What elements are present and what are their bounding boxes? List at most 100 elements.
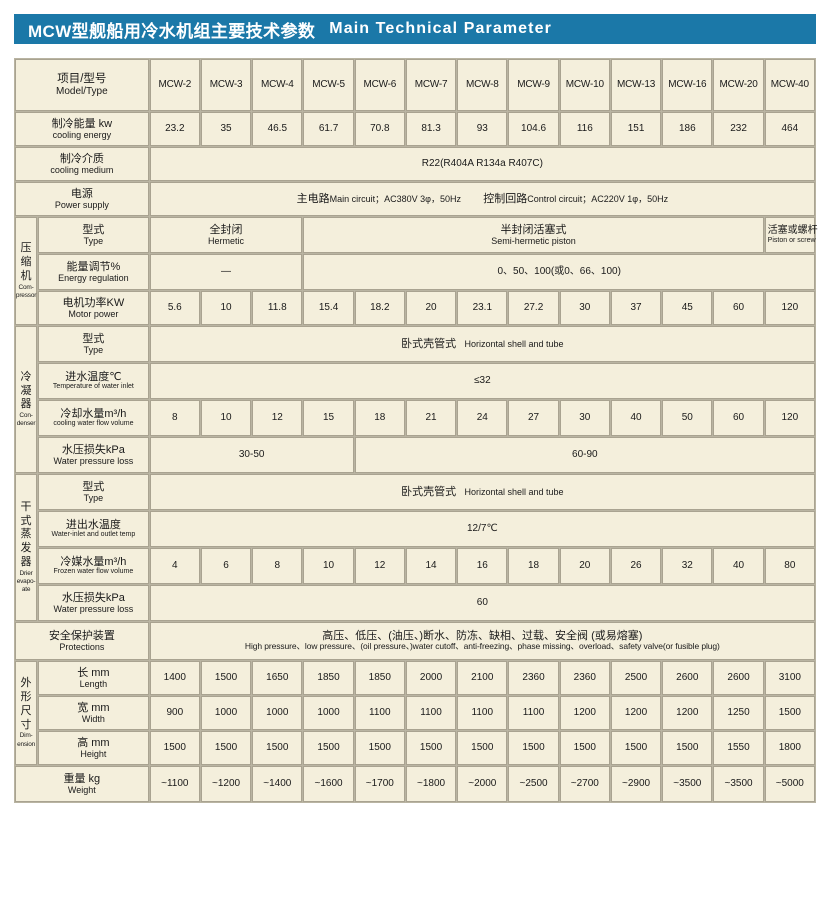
row-label-width: 宽 mm Width — [38, 696, 149, 730]
row-label-power-supply: 电源 Power supply — [15, 182, 149, 216]
header-model-1: MCW-3 — [200, 59, 252, 111]
cell-compressor-type-semi-hermetic: 半封闭活塞式 Semi-hermetic piston — [303, 217, 764, 253]
cell-frozen-water-flow-0: 4 — [149, 548, 200, 584]
group-label-dimension-en2: ension — [17, 740, 36, 748]
cell-motor-power-6: 23.1 — [457, 291, 508, 325]
row-label-weight: 重量 kg Weight — [15, 766, 149, 802]
row-label-energy-regulation-cn: 能量调节% — [66, 260, 121, 273]
table-row-evap-pressure-loss: 水压损失kPa Water pressure loss 60 — [15, 585, 815, 621]
table-row-evap-type: 干式蒸发器 Drier evapo- ate 型式 Type 卧式壳管式 Hor… — [15, 474, 815, 621]
cell-height-3: 1500 — [303, 731, 354, 765]
group-label-evaporator-en3: ate — [21, 585, 31, 593]
table-row-cooling-medium: 制冷介质 cooling medium R22(R404A R134a R407… — [15, 147, 815, 181]
group-label-evaporator-en1: Drier — [19, 569, 33, 577]
table-row-protections: 安全保护装置 Protections 高压、低压、(油压、)断水、防冻、缺相、过… — [15, 622, 815, 660]
cell-weight-8: ~2700 — [559, 766, 610, 802]
table-row-compressor-type: 压缩机 Com- pressor 型式 Type 全封闭 Hermetic 半封… — [15, 217, 818, 325]
cell-cooling-water-flow-12: 120 — [764, 400, 815, 436]
protections-value-en: High pressure、low pressure、(oil pressure… — [244, 641, 720, 652]
row-label-cooling-water-flow: 冷却水量m³/h cooling water flow volume — [38, 400, 149, 436]
power-supply-ctrl-en: Control circuit；AC220V 1φ，50Hz — [527, 193, 669, 204]
header-model-label: 项目/型号 Model/Type — [15, 59, 149, 111]
cell-cooling-water-flow-4: 18 — [354, 400, 405, 436]
header-model-7: MCW-9 — [508, 59, 559, 111]
evap-type-value-cn: 卧式壳管式 — [401, 485, 457, 498]
cell-cooling-water-flow-10: 50 — [662, 400, 713, 436]
cell-length-5: 2000 — [405, 661, 457, 695]
row-label-frozen-water-flow-en: Frozen water flow volume — [53, 568, 134, 576]
cell-motor-power-5: 20 — [405, 291, 457, 325]
cell-cooling-energy-8: 116 — [559, 112, 610, 146]
row-label-compressor-type-en: Type — [83, 236, 104, 247]
group-label-condenser-cn: 冷凝器 — [20, 370, 32, 411]
row-label-evap-type-cn: 型式 — [82, 480, 105, 493]
row-label-condenser-type-en: Type — [83, 345, 104, 356]
table-row-evap-water-temp: 进出水温度 Water-inlet and outlet temp 12/7℃ — [15, 511, 815, 547]
table-row-cooling-water-flow: 冷却水量m³/h cooling water flow volume 8 10 … — [15, 400, 815, 436]
group-label-evaporator-cn: 干式蒸发器 — [20, 500, 32, 568]
row-label-cooling-energy-en: cooling energy — [52, 130, 112, 141]
page-title-bar: MCW型舰船用冷水机组主要技术参数 Main Technical Paramet… — [14, 14, 816, 44]
cell-cooling-energy-0: 23.2 — [149, 112, 200, 146]
cell-height-10: 1500 — [662, 731, 713, 765]
row-label-evap-type-en: Type — [83, 493, 104, 504]
header-model-9: MCW-13 — [610, 59, 662, 111]
spec-table: 项目/型号 Model/Type MCW-2 MCW-3 MCW-4 MCW-5… — [14, 58, 818, 803]
header-model-4: MCW-6 — [354, 59, 405, 111]
row-label-cooling-medium-en: cooling medium — [50, 165, 114, 176]
row-label-evap-pressure-loss: 水压损失kPa Water pressure loss — [38, 585, 149, 621]
row-label-weight-en: Weight — [67, 785, 96, 796]
table-row-energy-regulation: 能量调节% Energy regulation — 0、50、100(或0、66… — [15, 254, 815, 290]
cell-cooling-water-flow-5: 21 — [405, 400, 457, 436]
group-label-compressor: 压缩机 Com- pressor — [15, 217, 38, 325]
cell-weight-5: ~1800 — [405, 766, 457, 802]
cell-cooling-energy-5: 81.3 — [405, 112, 457, 146]
cell-cooling-energy-11: 232 — [713, 112, 764, 146]
header-model-12: MCW-40 — [764, 59, 815, 111]
cell-weight-12: ~5000 — [764, 766, 815, 802]
row-label-cooling-medium-cn: 制冷介质 — [59, 152, 104, 165]
row-label-water-inlet-temp-en: Temperature of water inlet — [52, 383, 134, 391]
power-supply-main-cn: 主电路 — [296, 192, 330, 205]
table-row-water-inlet-temp: 进水温度℃ Temperature of water inlet ≤32 — [15, 363, 815, 399]
cell-frozen-water-flow-5: 14 — [405, 548, 457, 584]
cell-cooling-energy-7: 104.6 — [508, 112, 559, 146]
cell-cooling-water-flow-1: 10 — [200, 400, 252, 436]
compressor-type-piston-en: Piston or screw — [767, 236, 816, 244]
cell-cooling-energy-4: 70.8 — [354, 112, 405, 146]
row-label-cooling-energy: 制冷能量 kw cooling energy — [15, 112, 149, 146]
cell-condenser-type-value: 卧式壳管式 Horizontal shell and tube — [149, 326, 815, 362]
cell-frozen-water-flow-7: 18 — [508, 548, 559, 584]
header-model-3: MCW-5 — [303, 59, 354, 111]
group-label-condenser-en1: Con- — [19, 412, 33, 419]
cell-width-1: 1000 — [200, 696, 252, 730]
cell-motor-power-9: 37 — [610, 291, 662, 325]
power-supply-ctrl-cn: 控制回路 — [483, 192, 528, 205]
cell-height-9: 1500 — [610, 731, 662, 765]
row-label-length-en: Length — [79, 679, 108, 690]
row-label-cond-pressure-loss-en: Water pressure loss — [53, 456, 134, 467]
cell-width-7: 1100 — [508, 696, 559, 730]
cell-height-5: 1500 — [405, 731, 457, 765]
table-header-row: 项目/型号 Model/Type MCW-2 MCW-3 MCW-4 MCW-5… — [15, 59, 815, 111]
cell-width-10: 1200 — [662, 696, 713, 730]
cell-motor-power-7: 27.2 — [508, 291, 559, 325]
row-label-motor-power-en: Motor power — [68, 309, 119, 320]
cell-evap-water-temp-value: 12/7℃ — [149, 511, 815, 547]
row-label-height: 高 mm Height — [38, 731, 149, 765]
cell-length-6: 2100 — [457, 661, 508, 695]
header-model-0: MCW-2 — [149, 59, 200, 111]
cell-cooling-water-flow-0: 8 — [149, 400, 200, 436]
row-label-height-cn: 高 mm — [77, 736, 110, 749]
row-label-protections-en: Protections — [59, 642, 105, 653]
spec-table-wrapper: 项目/型号 Model/Type MCW-2 MCW-3 MCW-4 MCW-5… — [14, 58, 818, 803]
table-row-cond-pressure-loss: 水压损失kPa Water pressure loss 30-50 60-90 — [15, 437, 815, 473]
cell-motor-power-1: 10 — [200, 291, 252, 325]
cell-water-inlet-temp-value: ≤32 — [149, 363, 815, 399]
row-label-motor-power: 电机功率KW Motor power — [38, 291, 149, 325]
row-label-cooling-water-flow-en: cooling water flow volume — [53, 420, 134, 428]
row-label-width-cn: 宽 mm — [77, 701, 110, 714]
row-label-cooling-medium: 制冷介质 cooling medium — [15, 147, 149, 181]
cell-cooling-energy-9: 151 — [610, 112, 662, 146]
